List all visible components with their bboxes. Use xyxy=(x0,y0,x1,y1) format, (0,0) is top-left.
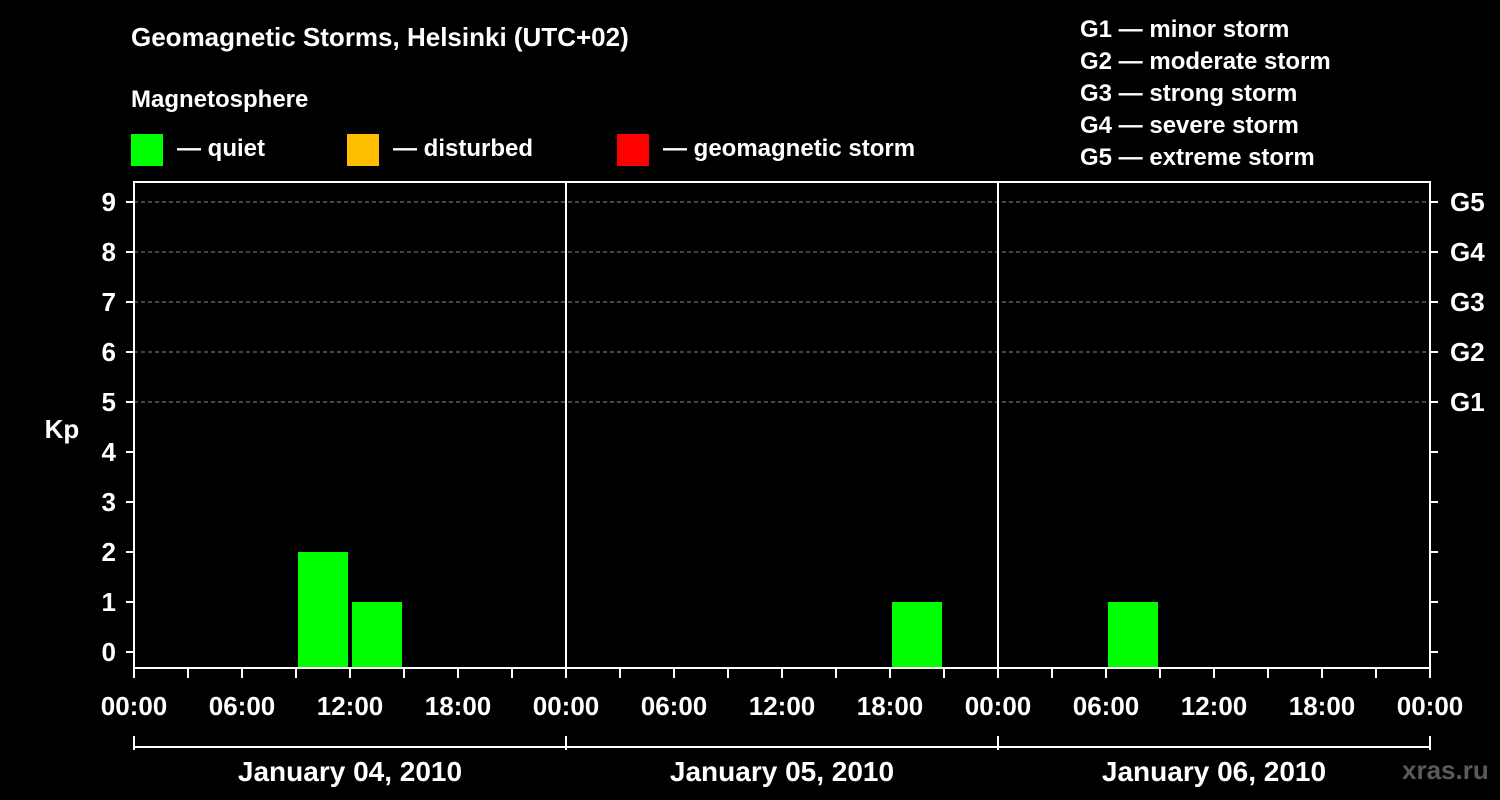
storm-scale-g2: G2 — moderate storm xyxy=(1080,48,1331,75)
kp-bars xyxy=(298,552,1158,668)
x-tick-label-0: 00:00 xyxy=(101,691,168,721)
g-label-g1: G1 xyxy=(1450,387,1485,417)
y-tick-label-3: 3 xyxy=(102,487,116,517)
x-tick-label-3: 18:00 xyxy=(425,691,492,721)
g-scale-axis: G1 G2 G3 G4 G5 xyxy=(1430,187,1485,653)
legend-swatch-storm xyxy=(617,134,649,166)
y-tick-label-7: 7 xyxy=(102,287,116,317)
storm-scale-legend: G1 — minor storm G2 — moderate storm G3 … xyxy=(1080,14,1331,174)
x-tick-label-5: 06:00 xyxy=(641,691,708,721)
y-axis: 0 1 2 3 4 5 6 7 8 9 xyxy=(102,187,134,667)
storm-scale-g4: G4 — severe storm xyxy=(1080,112,1299,139)
y-tick-label-5: 5 xyxy=(102,387,116,417)
x-tick-label-11: 18:00 xyxy=(1289,691,1356,721)
y-tick-label-1: 1 xyxy=(102,587,116,617)
g-label-g5: G5 xyxy=(1450,187,1485,217)
y-tick-label-9: 9 xyxy=(102,187,116,217)
x-tick-label-6: 12:00 xyxy=(749,691,816,721)
x-tick-label-1: 06:00 xyxy=(209,691,276,721)
day-label-1: January 05, 2010 xyxy=(670,756,894,787)
y-tick-label-2: 2 xyxy=(102,537,116,567)
legend-label-disturbed: — disturbed xyxy=(393,135,534,162)
chart-title: Geomagnetic Storms, Helsinki (UTC+02) xyxy=(131,22,629,52)
x-tick-label-12: 00:00 xyxy=(1397,691,1464,721)
y-tick-label-4: 4 xyxy=(102,437,117,467)
x-tick-label-7: 18:00 xyxy=(857,691,924,721)
grid-lines xyxy=(134,201,1430,403)
g-label-g3: G3 xyxy=(1450,287,1485,317)
storm-scale-g1: G1 — minor storm xyxy=(1080,16,1290,43)
x-tick-label-4: 00:00 xyxy=(533,691,600,721)
g-label-g2: G2 xyxy=(1450,337,1485,367)
storm-scale-g3: G3 — strong storm xyxy=(1080,80,1298,107)
y-axis-label: Kp xyxy=(45,414,80,444)
g-label-g4: G4 xyxy=(1450,237,1485,267)
x-tick-label-2: 12:00 xyxy=(317,691,384,721)
day-axis: January 04, 2010 January 05, 2010 January … xyxy=(133,736,1431,787)
x-tick-label-8: 00:00 xyxy=(965,691,1032,721)
legend-label-storm: — geomagnetic storm xyxy=(663,135,916,162)
storm-scale-g5: G5 — extreme storm xyxy=(1080,144,1315,171)
legend-title: Magnetosphere xyxy=(131,86,309,113)
kp-bar-0 xyxy=(298,552,348,668)
y-tick-label-8: 8 xyxy=(102,237,116,267)
x-tick-label-10: 12:00 xyxy=(1181,691,1248,721)
kp-bar-1 xyxy=(352,602,402,668)
x-tick-label-9: 06:00 xyxy=(1073,691,1140,721)
legend-label-quiet: — quiet xyxy=(177,135,265,162)
day-label-0: January 04, 2010 xyxy=(238,756,462,787)
day-label-2: January 06, 2010 xyxy=(1102,756,1326,787)
x-axis: 00:00 06:00 12:00 18:00 00:00 06:00 12:00 18:00… xyxy=(101,668,1464,721)
legend-swatch-disturbed xyxy=(347,134,379,166)
kp-bar-2 xyxy=(892,602,942,668)
watermark: xras.ru xyxy=(1402,755,1489,785)
y-tick-label-6: 6 xyxy=(102,337,116,367)
y-tick-label-0: 0 xyxy=(102,637,116,667)
kp-bar-3 xyxy=(1108,602,1158,668)
legend-swatch-quiet xyxy=(131,134,163,166)
